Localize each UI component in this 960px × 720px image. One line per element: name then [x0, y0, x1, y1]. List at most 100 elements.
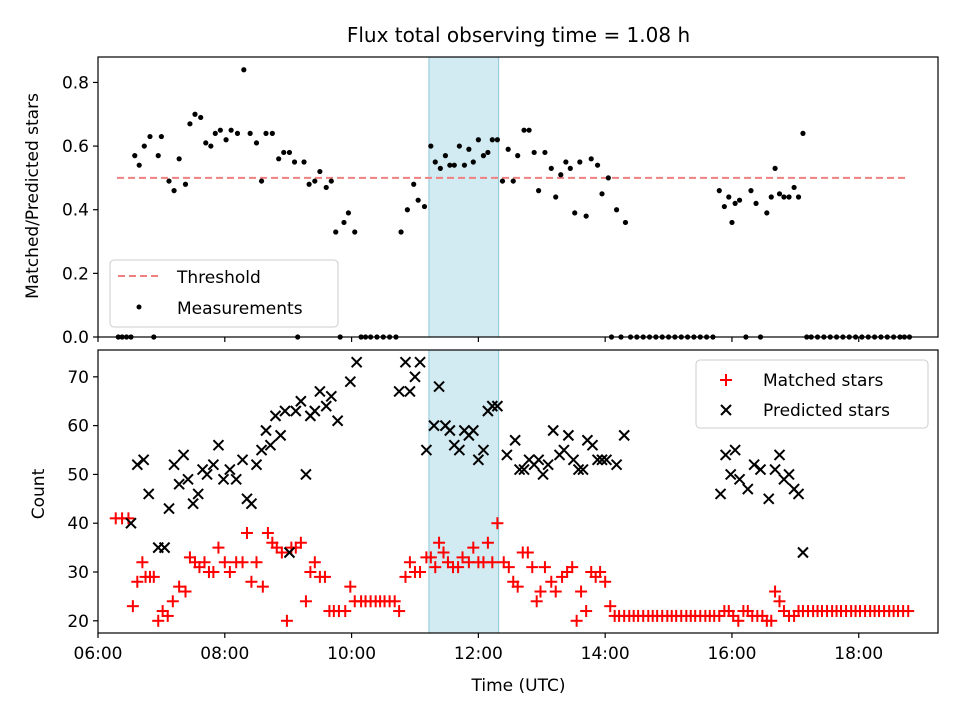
x-tick-label: 14:00 [581, 644, 630, 664]
measurement-point [721, 203, 727, 210]
measurement-point [772, 165, 778, 171]
matched-star-point [152, 614, 165, 627]
bottom-legend-box [695, 359, 929, 429]
x-tick-label: 12:00 [454, 644, 503, 664]
measurement-point [466, 146, 472, 152]
predicted-star-point [309, 405, 321, 417]
predicted-star-point [399, 356, 412, 368]
matched-star-point [280, 614, 293, 627]
predicted-star-point [596, 454, 608, 466]
measurement-point [480, 153, 487, 159]
predicted-star-point [217, 473, 230, 486]
measurement-point [729, 219, 735, 226]
predicted-star-point [742, 483, 754, 495]
bottom-plot-frame [97, 349, 939, 634]
matched-star-point [147, 570, 160, 583]
predicted-star-point [558, 444, 570, 456]
top-plot-frame [97, 56, 939, 338]
measurement-point [132, 153, 138, 159]
bottom-y-axis-label: Count [29, 468, 49, 519]
predicted-star-point [137, 454, 150, 466]
measurement-point [470, 159, 476, 165]
matched-star-point [481, 536, 494, 549]
matched-star-point [166, 595, 179, 608]
predicted-star-point [269, 410, 282, 422]
predicted-star-point [125, 517, 137, 529]
measurement-point [583, 213, 589, 219]
predicted-star-point [513, 463, 526, 476]
measurement-point [415, 197, 421, 203]
predicted-star-point [501, 449, 513, 461]
matched-star-point [218, 556, 231, 569]
predicted-star-point [274, 429, 287, 442]
predicted-star-point [610, 458, 623, 471]
measurement-point [291, 159, 298, 165]
measurement-point [428, 143, 434, 149]
predicted-star-point [163, 502, 175, 515]
matched-star-point [414, 566, 427, 579]
matched-star-point [173, 580, 186, 593]
matched-star-point [575, 585, 588, 598]
predicted-star-point [428, 419, 440, 432]
matched-star-point [566, 561, 579, 574]
predicted-star-point [320, 400, 332, 412]
measurement-point [404, 207, 410, 213]
measurement-point [764, 210, 770, 216]
matched-star-point [131, 575, 144, 588]
predicted-star-point [783, 468, 795, 481]
measurement-point [223, 137, 229, 143]
measurement-point [588, 156, 594, 162]
top-legend: Threshold Measurements [109, 259, 339, 328]
bottom-y-tick-label: 60 [67, 417, 89, 437]
measurement-point [548, 165, 554, 171]
measurement-point [613, 207, 620, 213]
measurement-point [485, 149, 491, 156]
predicted-star-point [290, 405, 302, 417]
measurement-point [531, 149, 537, 156]
predicted-star-point [187, 497, 199, 510]
predicted-star-point [295, 395, 307, 407]
bottom-legend: Matched stars Predicted stars [695, 359, 929, 429]
measurement-point [572, 210, 578, 216]
predicted-star-point [331, 415, 344, 427]
bottom-axes: 20 30 40 50 60 70 06:00 08:00 10:00 12:00 14:00 16:… [67, 349, 939, 664]
x-tick-label: 10:00 [327, 644, 376, 664]
matched-star-point [580, 605, 593, 618]
measurement-point [328, 178, 334, 184]
predicted-star-point [414, 356, 426, 368]
top-y-tick-label: 0.8 [62, 73, 89, 93]
matched-star-point [198, 556, 211, 569]
measurement-point [341, 219, 347, 226]
measurement-point [317, 168, 323, 175]
predicted-star-point [245, 497, 258, 510]
matched-star-point [549, 585, 562, 598]
measurement-point [182, 181, 189, 187]
measurement-point [563, 159, 569, 165]
predicted-star-point [547, 424, 559, 437]
measurement-point [515, 153, 521, 159]
legend-predicted-label: Predicted stars [763, 401, 890, 421]
matched-stars-points [109, 512, 915, 627]
predicted-star-point [472, 454, 485, 466]
measurement-point [212, 130, 218, 136]
legend-threshold-label: Threshold [176, 268, 261, 288]
matched-star-point [526, 561, 539, 574]
legend-measurements-swatch [136, 304, 142, 310]
predicted-star-point [420, 444, 433, 456]
measurement-point [398, 229, 404, 235]
bottom-y-tick-label: 50 [67, 465, 89, 485]
measurement-point [494, 137, 500, 143]
x-tick-label: 18:00 [834, 644, 883, 664]
measurement-point [312, 178, 318, 184]
predicted-star-point [600, 454, 613, 466]
measurement-point [776, 191, 783, 197]
predicted-star-point [572, 463, 585, 476]
top-y-tick-label: 0.4 [62, 201, 89, 221]
measurement-point [158, 133, 164, 140]
matched-star-point [240, 526, 253, 539]
measurement-point [171, 188, 177, 194]
predicted-star-point [532, 454, 545, 466]
predicted-star-point [467, 424, 480, 437]
measurement-point [748, 188, 754, 194]
matched-star-point [393, 605, 406, 618]
